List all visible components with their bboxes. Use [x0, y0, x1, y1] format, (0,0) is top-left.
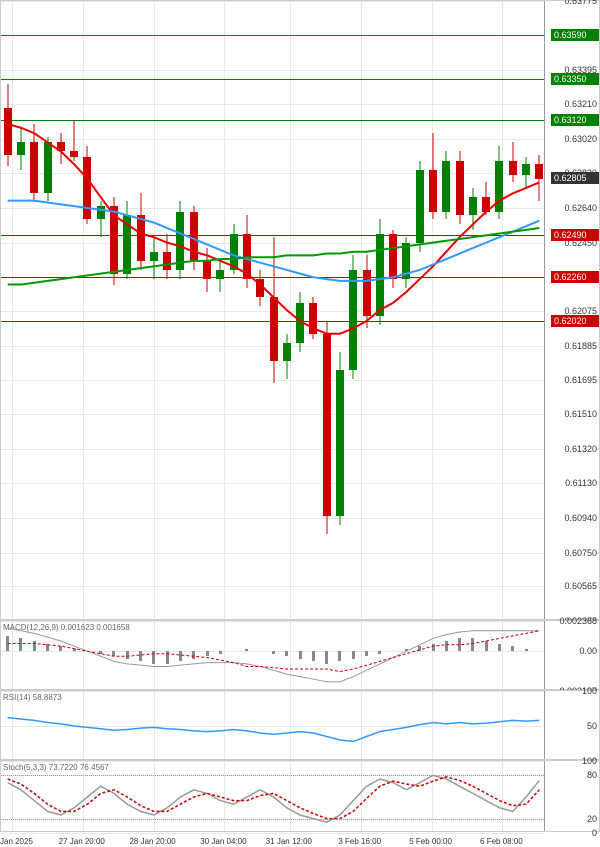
- price-level-tag: 0.63350: [551, 73, 599, 85]
- current-price-tag: 0.62805: [551, 172, 599, 184]
- y-tick-label: 0.61320: [564, 444, 597, 454]
- y-tick-label: 0.61695: [564, 375, 597, 385]
- x-tick-label: 28 Jan 20:00: [129, 837, 175, 846]
- y-tick-label: 0.63210: [564, 99, 597, 109]
- y-tick-label: 0.63775: [564, 0, 597, 6]
- y-tick-label: 0.62640: [564, 203, 597, 213]
- x-tick-label: 27 Jan 20:00: [59, 837, 105, 846]
- stoch-d-line: [1, 761, 546, 833]
- y-tick-label: 0.61130: [565, 478, 597, 488]
- y-axis: 10080200: [544, 761, 599, 831]
- stochastic-indicator[interactable]: 10080200Stoch(5,3,3) 73.7220 76.4567: [0, 760, 600, 832]
- x-tick-label: 3 Feb 16:00: [338, 837, 381, 846]
- y-tick-label: 100: [582, 686, 597, 696]
- y-tick-label: 0.002368: [559, 616, 597, 626]
- price-level-tag: 0.62260: [551, 271, 599, 283]
- y-tick-label: 0.63020: [564, 134, 597, 144]
- x-tick-label: 5 Feb 00:00: [409, 837, 452, 846]
- y-tick-label: 0.61885: [564, 341, 597, 351]
- rsi-line: [1, 691, 546, 761]
- price-level-tag: 0.63590: [551, 29, 599, 41]
- y-tick-label: 0.60940: [564, 513, 597, 523]
- y-axis: 0.637750.635900.633950.632100.630200.628…: [544, 1, 599, 619]
- y-tick-label: 0.60565: [564, 581, 597, 591]
- x-tick-label: 30 Jan 04:00: [200, 837, 246, 846]
- y-axis: 0.0023680.00-0.003127: [544, 621, 599, 689]
- x-tick-label: 24 Jan 2025: [0, 837, 33, 846]
- price-level-tag: 0.62020: [551, 315, 599, 327]
- x-tick-label: 6 Feb 08:00: [480, 837, 523, 846]
- price-level-tag: 0.63120: [551, 114, 599, 126]
- y-tick-label: 0: [592, 828, 597, 838]
- y-tick-label: 100: [582, 756, 597, 766]
- ma-green: [1, 1, 546, 621]
- price-level-tag: 0.62490: [551, 229, 599, 241]
- y-tick-label: 0.60750: [564, 548, 597, 558]
- y-tick-label: 0.61510: [564, 409, 597, 419]
- y-tick-label: 20: [587, 814, 597, 824]
- macd-indicator[interactable]: 0.0023680.00-0.003127MACD(12,26,9) 0.001…: [0, 620, 600, 690]
- x-axis: 24 Jan 2025 27 Jan 20:00 28 Jan 20:00 30 Ja…: [0, 832, 545, 847]
- y-tick-label: 80: [587, 770, 597, 780]
- y-tick-label: 50: [587, 721, 597, 731]
- rsi-indicator[interactable]: 100500RSI(14) 58.8873: [0, 690, 600, 760]
- y-axis: 100500: [544, 691, 599, 759]
- macd-signal-line: [1, 621, 546, 691]
- y-tick-label: 0.00: [579, 646, 597, 656]
- main-price-chart[interactable]: 0.637750.635900.633950.632100.630200.628…: [0, 0, 600, 620]
- x-tick-label: 31 Jan 12:00: [266, 837, 312, 846]
